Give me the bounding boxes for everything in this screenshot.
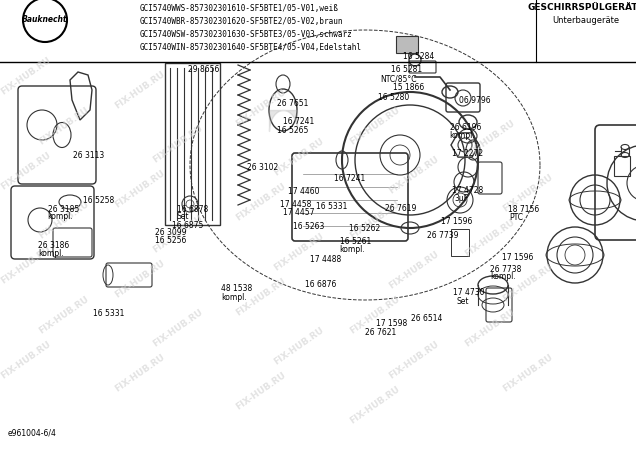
Text: FIX-HUB.RU: FIX-HUB.RU xyxy=(349,200,402,241)
Text: kompl.: kompl. xyxy=(450,131,475,140)
Text: FIX-HUB.RU: FIX-HUB.RU xyxy=(234,182,287,223)
Text: 26 3186: 26 3186 xyxy=(38,241,69,250)
Text: FIX-HUB.RU: FIX-HUB.RU xyxy=(501,173,555,214)
Text: FIX-HUB.RU: FIX-HUB.RU xyxy=(37,294,90,336)
Text: 17 4488: 17 4488 xyxy=(310,255,341,264)
Text: 16 5331: 16 5331 xyxy=(316,202,347,211)
Text: 26 7739: 26 7739 xyxy=(427,231,459,240)
Text: 17 4730: 17 4730 xyxy=(453,288,485,297)
Text: 16 7241: 16 7241 xyxy=(334,174,365,183)
Text: e961004-6/4: e961004-6/4 xyxy=(8,429,57,438)
Text: 26 3113: 26 3113 xyxy=(73,151,104,160)
Text: GCI5740WSW-857302301630-SF5BTE3/05-V03,schwarz: GCI5740WSW-857302301630-SF5BTE3/05-V03,s… xyxy=(140,30,353,39)
FancyBboxPatch shape xyxy=(396,36,418,53)
Text: 26 7621: 26 7621 xyxy=(365,328,396,337)
Text: FIX-HUB.RU: FIX-HUB.RU xyxy=(151,308,205,349)
Text: FIX-HUB.RU: FIX-HUB.RU xyxy=(0,150,52,192)
Text: 26 7651: 26 7651 xyxy=(277,99,308,108)
Text: 17 1596: 17 1596 xyxy=(502,253,534,262)
Text: 06 9796: 06 9796 xyxy=(459,96,491,105)
Text: FIX-HUB.RU: FIX-HUB.RU xyxy=(113,168,167,210)
Text: GCI5740WWS-857302301610-SF5BTE1/05-V01,weiß: GCI5740WWS-857302301610-SF5BTE1/05-V01,w… xyxy=(140,4,339,13)
Text: FIX-HUB.RU: FIX-HUB.RU xyxy=(387,155,440,196)
Text: 17 2272: 17 2272 xyxy=(452,148,483,157)
Text: Unterbaugeräte: Unterbaugeräte xyxy=(552,16,619,25)
Text: 26 7619: 26 7619 xyxy=(385,204,417,213)
Text: kompl.: kompl. xyxy=(221,292,247,302)
Text: kompl.: kompl. xyxy=(38,249,64,258)
Text: kompl.: kompl. xyxy=(48,212,73,221)
Text: Bauknecht: Bauknecht xyxy=(22,15,68,24)
Text: FIX-HUB.RU: FIX-HUB.RU xyxy=(463,308,516,349)
Text: FIX-HUB.RU: FIX-HUB.RU xyxy=(113,258,167,300)
Text: 17 1596: 17 1596 xyxy=(441,217,473,226)
Text: FIX-HUB.RU: FIX-HUB.RU xyxy=(349,384,402,426)
Text: FIX-HUB.RU: FIX-HUB.RU xyxy=(387,339,440,381)
Text: 26 7738: 26 7738 xyxy=(490,265,522,274)
Text: 16 5263: 16 5263 xyxy=(293,222,324,231)
Text: 16 5280: 16 5280 xyxy=(378,93,409,102)
Text: FIX-HUB.RU: FIX-HUB.RU xyxy=(0,339,52,381)
Text: 26 6196: 26 6196 xyxy=(450,123,481,132)
Text: 16 6876: 16 6876 xyxy=(305,280,336,289)
Text: FIX-HUB.RU: FIX-HUB.RU xyxy=(0,245,52,286)
Text: FIX-HUB.RU: FIX-HUB.RU xyxy=(463,119,516,160)
Text: FIX-HUB.RU: FIX-HUB.RU xyxy=(151,123,205,165)
Text: 16 6878: 16 6878 xyxy=(177,205,208,214)
Text: FIX-HUB.RU: FIX-HUB.RU xyxy=(234,371,287,412)
Text: FIX-HUB.RU: FIX-HUB.RU xyxy=(113,69,167,111)
Text: kompl.: kompl. xyxy=(490,272,516,281)
Text: 26 3099: 26 3099 xyxy=(155,228,186,237)
Text: NTC/85°C: NTC/85°C xyxy=(380,74,417,83)
Text: GCI5740WIN-857302301640-SF5BTE4/05-V04,Edelstahl: GCI5740WIN-857302301640-SF5BTE4/05-V04,E… xyxy=(140,43,362,52)
Text: 17 1598: 17 1598 xyxy=(376,319,407,328)
Text: 16 5262: 16 5262 xyxy=(349,224,380,233)
Text: 16 5256: 16 5256 xyxy=(155,236,186,245)
Text: FIX-HUB.RU: FIX-HUB.RU xyxy=(234,87,287,129)
Text: 16 7241: 16 7241 xyxy=(283,117,314,126)
Text: kompl.: kompl. xyxy=(340,245,365,254)
Text: FIX-HUB.RU: FIX-HUB.RU xyxy=(349,105,402,147)
Text: 26 3185: 26 3185 xyxy=(48,205,79,214)
Text: FIX-HUB.RU: FIX-HUB.RU xyxy=(272,326,326,367)
Text: GESCHIRRSPÜLGERÄTE: GESCHIRRSPÜLGERÄTE xyxy=(527,3,636,12)
Text: 17 4458: 17 4458 xyxy=(280,200,311,209)
Text: 17 4728: 17 4728 xyxy=(452,186,483,195)
Text: 16 5331: 16 5331 xyxy=(93,309,125,318)
Text: FIX-HUB.RU: FIX-HUB.RU xyxy=(501,263,555,304)
Text: FIX-HUB.RU: FIX-HUB.RU xyxy=(151,213,205,255)
Text: FIX-HUB.RU: FIX-HUB.RU xyxy=(272,231,326,273)
Text: GCI5740WBR-857302301620-SF5BTE2/05-V02,braun: GCI5740WBR-857302301620-SF5BTE2/05-V02,b… xyxy=(140,17,343,26)
Text: 15 1866: 15 1866 xyxy=(393,83,424,92)
Text: Set: Set xyxy=(177,212,190,221)
Text: 17 4460: 17 4460 xyxy=(288,187,320,196)
Text: FIX-HUB.RU: FIX-HUB.RU xyxy=(272,137,326,178)
Text: FIX-HUB.RU: FIX-HUB.RU xyxy=(37,200,90,241)
Text: FIX-HUB.RU: FIX-HUB.RU xyxy=(0,56,52,97)
Text: 16 5261: 16 5261 xyxy=(340,237,371,246)
Text: 18 7156: 18 7156 xyxy=(508,205,539,214)
Text: Set: Set xyxy=(457,297,469,306)
Text: 16 5284: 16 5284 xyxy=(403,52,434,61)
Text: 26 3102: 26 3102 xyxy=(247,163,278,172)
Text: 16 5281: 16 5281 xyxy=(391,65,422,74)
Text: FIX-HUB.RU: FIX-HUB.RU xyxy=(113,353,167,394)
Text: FIX-HUB.RU: FIX-HUB.RU xyxy=(501,353,555,394)
Text: FIX-HUB.RU: FIX-HUB.RU xyxy=(387,249,440,291)
Text: 16 5258: 16 5258 xyxy=(83,196,114,205)
Text: FIX-HUB.RU: FIX-HUB.RU xyxy=(234,276,287,318)
Text: 17 4457: 17 4457 xyxy=(283,208,315,217)
Text: 29 8656: 29 8656 xyxy=(188,65,219,74)
Text: FIX-HUB.RU: FIX-HUB.RU xyxy=(349,294,402,336)
Text: PTC: PTC xyxy=(509,213,523,222)
Text: 48 1538: 48 1538 xyxy=(221,284,252,293)
Text: FIX-HUB.RU: FIX-HUB.RU xyxy=(463,218,516,259)
Text: 16 5265: 16 5265 xyxy=(277,126,308,135)
Text: FIX-HUB.RU: FIX-HUB.RU xyxy=(37,105,90,147)
Text: 3µF: 3µF xyxy=(455,194,469,203)
Text: 26 6514: 26 6514 xyxy=(411,314,443,323)
Text: 16 6875: 16 6875 xyxy=(172,220,203,230)
